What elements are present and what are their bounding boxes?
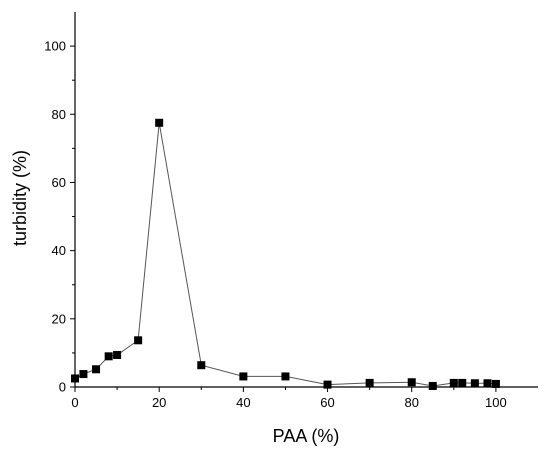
- y-tick-label: 0: [59, 380, 66, 395]
- data-point-marker: [407, 378, 416, 387]
- series-markers: [71, 118, 500, 390]
- x-axis-ticks: 0 20 40 60 80 100: [71, 387, 507, 410]
- data-point-marker: [197, 361, 206, 370]
- y-tick-label: 40: [52, 243, 66, 258]
- data-point-marker: [92, 365, 101, 374]
- y-tick-label: 80: [52, 107, 66, 122]
- y-tick-label: 60: [52, 175, 66, 190]
- x-tick-label: 40: [236, 395, 250, 410]
- data-point-marker: [365, 378, 374, 387]
- data-point-marker: [79, 370, 88, 379]
- data-point-marker: [155, 118, 164, 127]
- series-line: [74, 122, 496, 387]
- x-axis-title: PAA (%): [273, 426, 340, 446]
- data-point-marker: [483, 379, 492, 388]
- x-tick-label: 60: [320, 395, 334, 410]
- y-axis-title: turbidity (%): [10, 150, 30, 246]
- data-point-marker: [449, 378, 458, 387]
- data-point-marker: [491, 379, 500, 388]
- data-point-marker: [458, 378, 467, 387]
- data-point-marker: [113, 350, 122, 359]
- data-point-marker: [470, 379, 479, 388]
- data-point-marker: [71, 374, 79, 383]
- x-tick-label: 0: [71, 395, 78, 410]
- x-tick-label: 100: [485, 395, 507, 410]
- data-point-marker: [239, 372, 248, 381]
- data-point-marker: [428, 381, 437, 390]
- data-point-marker: [323, 380, 332, 389]
- x-tick-label: 20: [152, 395, 166, 410]
- data-point-marker: [104, 352, 113, 361]
- data-point-marker: [134, 336, 143, 345]
- y-tick-label: 20: [52, 311, 66, 326]
- x-tick-label: 80: [404, 395, 418, 410]
- y-axis-ticks: 0 20 40 60 80 100: [44, 39, 75, 395]
- y-tick-label: 100: [44, 39, 66, 54]
- data-point-marker: [281, 372, 290, 381]
